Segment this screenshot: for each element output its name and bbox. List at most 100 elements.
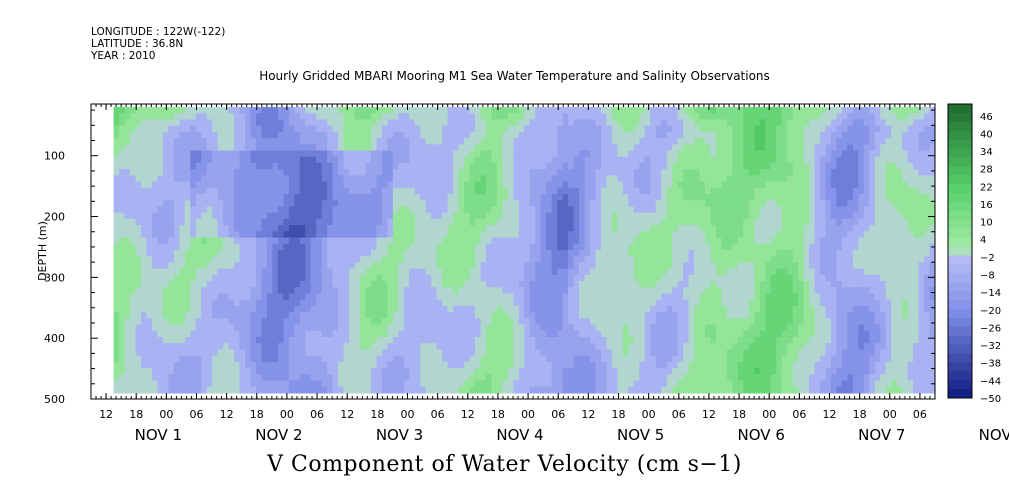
heatmap-cell (540, 225, 547, 232)
heatmap-cell (584, 119, 591, 127)
heatmap-cell (469, 218, 476, 226)
heatmap-cell (370, 368, 378, 375)
heatmap-cell (683, 256, 690, 263)
heatmap-cell (398, 144, 405, 152)
heatmap-cell (124, 243, 131, 251)
heatmap-cell (239, 305, 246, 313)
heatmap-cell (694, 386, 701, 394)
heatmap-cell (458, 268, 465, 276)
heatmap-cell (130, 138, 137, 145)
heatmap-cell (239, 162, 246, 170)
heatmap-cell (162, 119, 169, 127)
heatmap-cell (272, 206, 279, 214)
heatmap-cell (590, 119, 597, 127)
heatmap-cell (436, 318, 443, 326)
heatmap-cell (250, 380, 257, 388)
heatmap-cell (480, 144, 487, 152)
heatmap-cell (622, 343, 629, 351)
heatmap-cell (546, 380, 553, 388)
heatmap-cell (425, 162, 432, 170)
heatmap-cell (234, 194, 241, 201)
heatmap-cell (338, 274, 345, 282)
heatmap-cell (190, 162, 197, 170)
heatmap-cell (179, 293, 186, 301)
heatmap-cell (195, 380, 202, 388)
heatmap-cell (590, 187, 597, 195)
heatmap-cell (644, 243, 651, 251)
heatmap-cell (590, 374, 597, 382)
heatmap-cell (184, 386, 191, 394)
heatmap-cell (124, 200, 131, 208)
heatmap-cell (381, 218, 389, 226)
heatmap-cell (140, 237, 148, 245)
heatmap-cell (212, 194, 219, 201)
heatmap-cell (442, 187, 449, 195)
heatmap-cell (288, 218, 295, 226)
heatmap-cell (162, 281, 169, 288)
heatmap-cell (179, 256, 186, 263)
heatmap-cell (168, 349, 175, 357)
heatmap-cell (650, 274, 657, 282)
heatmap-cell (190, 287, 197, 295)
heatmap-cell (168, 249, 175, 257)
heatmap-cell (212, 181, 219, 189)
heatmap-cell (568, 293, 575, 301)
heatmap-cell (546, 200, 553, 208)
heatmap-cell (376, 231, 383, 239)
heatmap-cell (316, 299, 323, 307)
heatmap-cell (518, 175, 525, 183)
heatmap-cell (409, 187, 416, 195)
heatmap-cell (579, 312, 586, 319)
heatmap-cell (305, 330, 312, 338)
heatmap-cell (661, 386, 668, 394)
heatmap-cell (360, 368, 367, 375)
heatmap-cells (113, 107, 935, 394)
heatmap-cell (502, 150, 509, 158)
heatmap-cell (447, 349, 454, 357)
heatmap-cell (327, 162, 334, 170)
heatmap-cell (502, 355, 509, 363)
heatmap-cell (239, 131, 246, 139)
heatmap-cell (162, 113, 169, 121)
heatmap-cell (398, 249, 405, 257)
heatmap-cell (310, 181, 317, 189)
heatmap-cell (255, 330, 263, 338)
heatmap-cell (266, 355, 274, 363)
heatmap-cell (518, 349, 525, 357)
heatmap-cell (595, 194, 602, 201)
heatmap-cell (694, 231, 701, 239)
heatmap-cell (392, 237, 399, 245)
heatmap-cell (464, 274, 471, 282)
heatmap-cell (666, 305, 673, 313)
heatmap-cell (464, 237, 471, 245)
heatmap-cell (672, 374, 679, 382)
heatmap-cell (223, 107, 230, 114)
heatmap-cell (294, 336, 301, 344)
heatmap-cell (579, 368, 586, 375)
heatmap-cell (683, 330, 690, 338)
heatmap-cell (633, 299, 640, 307)
heatmap-cell (524, 380, 531, 388)
heatmap-cell (502, 194, 509, 201)
heatmap-cell (611, 305, 618, 313)
heatmap-cell (195, 336, 202, 344)
heatmap-cell (124, 212, 131, 220)
heatmap-cell (568, 262, 575, 270)
heatmap-cell (551, 243, 558, 251)
heatmap-cell (420, 212, 427, 220)
heatmap-cell (551, 150, 558, 158)
heatmap-cell (414, 119, 421, 127)
heatmap-cell (518, 218, 525, 226)
heatmap-cell (683, 243, 690, 251)
heatmap-cell (261, 237, 268, 245)
heatmap-cell (666, 119, 673, 127)
heatmap-cell (666, 181, 673, 189)
heatmap-cell (496, 200, 503, 208)
heatmap-cell (130, 343, 137, 351)
heatmap-cell (190, 349, 197, 357)
heatmap-cell (595, 107, 602, 114)
heatmap-cell (639, 194, 646, 201)
heatmap-cell (666, 107, 673, 114)
heatmap-cell (480, 293, 487, 301)
heatmap-cell (579, 225, 586, 232)
